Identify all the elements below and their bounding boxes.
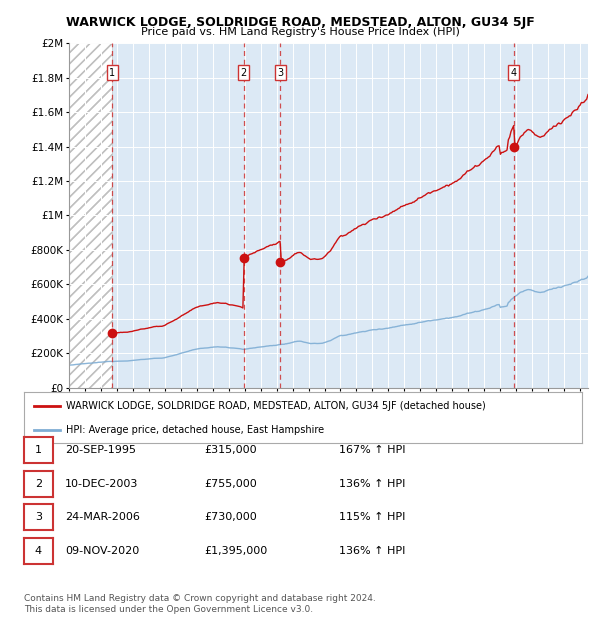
Text: 136% ↑ HPI: 136% ↑ HPI (339, 546, 406, 556)
Text: WARWICK LODGE, SOLDRIDGE ROAD, MEDSTEAD, ALTON, GU34 5JF: WARWICK LODGE, SOLDRIDGE ROAD, MEDSTEAD,… (65, 16, 535, 29)
Text: 2: 2 (35, 479, 42, 489)
Text: £730,000: £730,000 (204, 512, 257, 522)
Text: 4: 4 (511, 68, 517, 78)
Text: £315,000: £315,000 (204, 445, 257, 455)
Text: Price paid vs. HM Land Registry's House Price Index (HPI): Price paid vs. HM Land Registry's House … (140, 27, 460, 37)
Text: 10-DEC-2003: 10-DEC-2003 (65, 479, 138, 489)
Text: HPI: Average price, detached house, East Hampshire: HPI: Average price, detached house, East… (66, 425, 324, 435)
Text: £1,395,000: £1,395,000 (204, 546, 267, 556)
Text: 2: 2 (241, 68, 247, 78)
Text: 09-NOV-2020: 09-NOV-2020 (65, 546, 139, 556)
Text: 4: 4 (35, 546, 42, 556)
Text: 115% ↑ HPI: 115% ↑ HPI (339, 512, 406, 522)
Text: 20-SEP-1995: 20-SEP-1995 (65, 445, 136, 455)
Text: 3: 3 (277, 68, 283, 78)
Text: 167% ↑ HPI: 167% ↑ HPI (339, 445, 406, 455)
Text: 24-MAR-2006: 24-MAR-2006 (65, 512, 140, 522)
Text: 3: 3 (35, 512, 42, 522)
Text: This data is licensed under the Open Government Licence v3.0.: This data is licensed under the Open Gov… (24, 604, 313, 614)
Text: Contains HM Land Registry data © Crown copyright and database right 2024.: Contains HM Land Registry data © Crown c… (24, 593, 376, 603)
Bar (69, 43, 112, 388)
Bar (69, 43, 112, 388)
Text: 1: 1 (109, 68, 115, 78)
Text: 136% ↑ HPI: 136% ↑ HPI (339, 479, 406, 489)
Text: WARWICK LODGE, SOLDRIDGE ROAD, MEDSTEAD, ALTON, GU34 5JF (detached house): WARWICK LODGE, SOLDRIDGE ROAD, MEDSTEAD,… (66, 401, 485, 411)
Text: £755,000: £755,000 (204, 479, 257, 489)
Text: 1: 1 (35, 445, 42, 455)
